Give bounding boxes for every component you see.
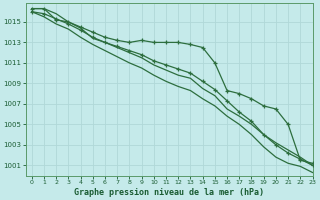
X-axis label: Graphe pression niveau de la mer (hPa): Graphe pression niveau de la mer (hPa) [74, 188, 264, 197]
